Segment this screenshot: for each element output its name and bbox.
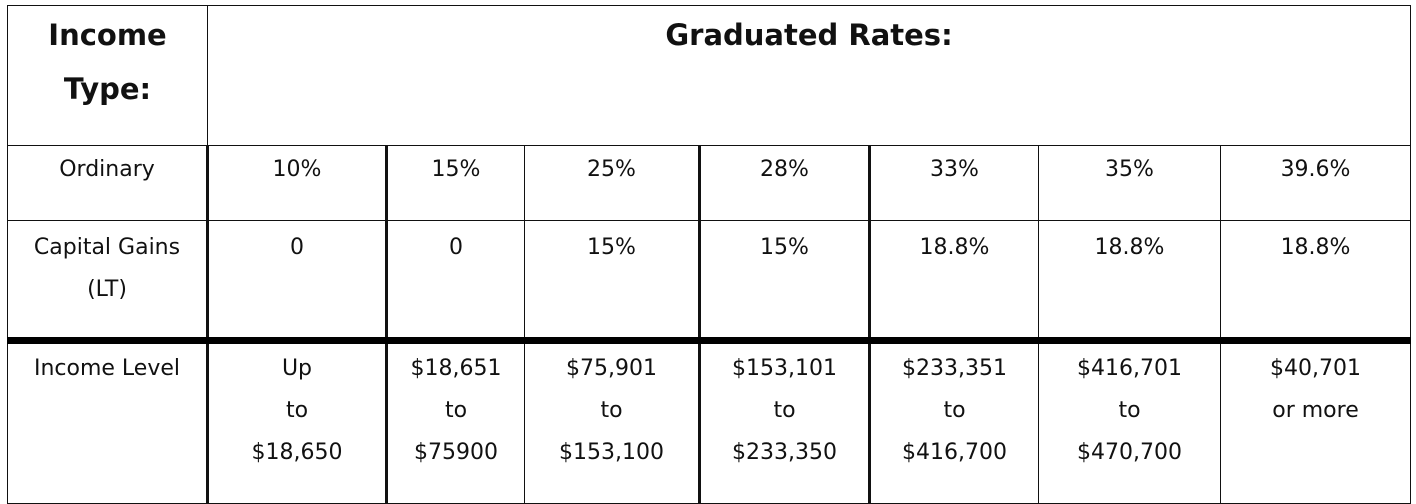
table-row-income-level: Income Level Up to $18,650 $18,651 to $7… (7, 337, 1412, 504)
income-range-cell: Up to $18,650 (206, 337, 387, 504)
income-range-from: Up (281, 356, 313, 381)
income-range-connector: to (600, 398, 623, 423)
income-type-header: Income Type: (7, 5, 208, 146)
income-range-from: $416,701 (1077, 356, 1182, 381)
capital-gains-rate-cell: 15% (524, 220, 700, 341)
income-range-cell: $153,101 to $233,350 (698, 337, 870, 504)
income-range-from: $40,701 (1270, 356, 1361, 381)
income-range-to: $416,700 (902, 440, 1007, 465)
income-range-connector: to (943, 398, 966, 423)
capital-gains-rate-cell: 18.8% (868, 220, 1039, 341)
capital-gains-rate-cell: 0 (206, 220, 387, 341)
capital-gains-rate-cell: 18.8% (1219, 220, 1412, 341)
income-range-from: $18,651 (410, 356, 502, 381)
table-row-ordinary: Ordinary 10% 15% 25% 28% 33% 35% 39.6% (7, 145, 1412, 221)
header-row: Income Type: Graduated Rates: (7, 5, 1412, 146)
income-range-from: $233,351 (902, 356, 1007, 381)
capital-gains-rate-cell: 18.8% (1038, 220, 1221, 341)
capital-gains-rate-cell: 15% (698, 220, 870, 341)
income-range-from: $153,101 (732, 356, 837, 381)
income-range-connector: to (444, 398, 468, 423)
graduated-rates-header: Graduated Rates: (206, 5, 1412, 146)
ordinary-rate-cell: 25% (524, 145, 700, 221)
income-range-cell: $416,701 to $470,700 (1038, 337, 1221, 504)
income-range-cell: $40,701 or more (1219, 337, 1412, 504)
ordinary-rate-cell: 39.6% (1219, 145, 1412, 221)
income-range-connector: to (773, 398, 796, 423)
income-range-from: $75,901 (566, 356, 657, 381)
income-range-connector: to (1118, 398, 1141, 423)
income-range-to: $470,700 (1077, 440, 1182, 465)
row-label-income-level: Income Level (7, 337, 208, 504)
row-label-ordinary: Ordinary (7, 145, 208, 221)
income-type-header-line2: Type: (63, 72, 152, 106)
income-range-cell: $75,901 to $153,100 (524, 337, 700, 504)
capital-gains-label-line2: (LT) (87, 277, 127, 302)
income-range-to: $233,350 (732, 440, 837, 465)
income-range-to: $75900 (414, 440, 498, 465)
income-range-connector: to (285, 398, 309, 423)
income-range-to: $153,100 (559, 440, 664, 465)
ordinary-rate-cell: 10% (206, 145, 387, 221)
ordinary-rate-cell: 28% (698, 145, 870, 221)
row-label-capital-gains: Capital Gains (LT) (7, 220, 208, 341)
ordinary-rate-cell: 35% (1038, 145, 1221, 221)
capital-gains-rate-cell: 0 (385, 220, 525, 341)
income-range-to: $18,650 (251, 440, 343, 465)
tax-rate-table: Income Type: Graduated Rates: Ordinary 1… (7, 5, 1412, 504)
capital-gains-label-line1: Capital Gains (33, 235, 181, 260)
table-row-capital-gains: Capital Gains (LT) 0 0 15% 15% 18.8% 18.… (7, 220, 1412, 341)
ordinary-rate-cell: 15% (385, 145, 525, 221)
income-type-header-line1: Income (48, 18, 167, 52)
income-range-cell: $233,351 to $416,700 (868, 337, 1039, 504)
income-range-connector: or more (1272, 398, 1359, 423)
ordinary-rate-cell: 33% (868, 145, 1039, 221)
income-range-cell: $18,651 to $75900 (385, 337, 525, 504)
